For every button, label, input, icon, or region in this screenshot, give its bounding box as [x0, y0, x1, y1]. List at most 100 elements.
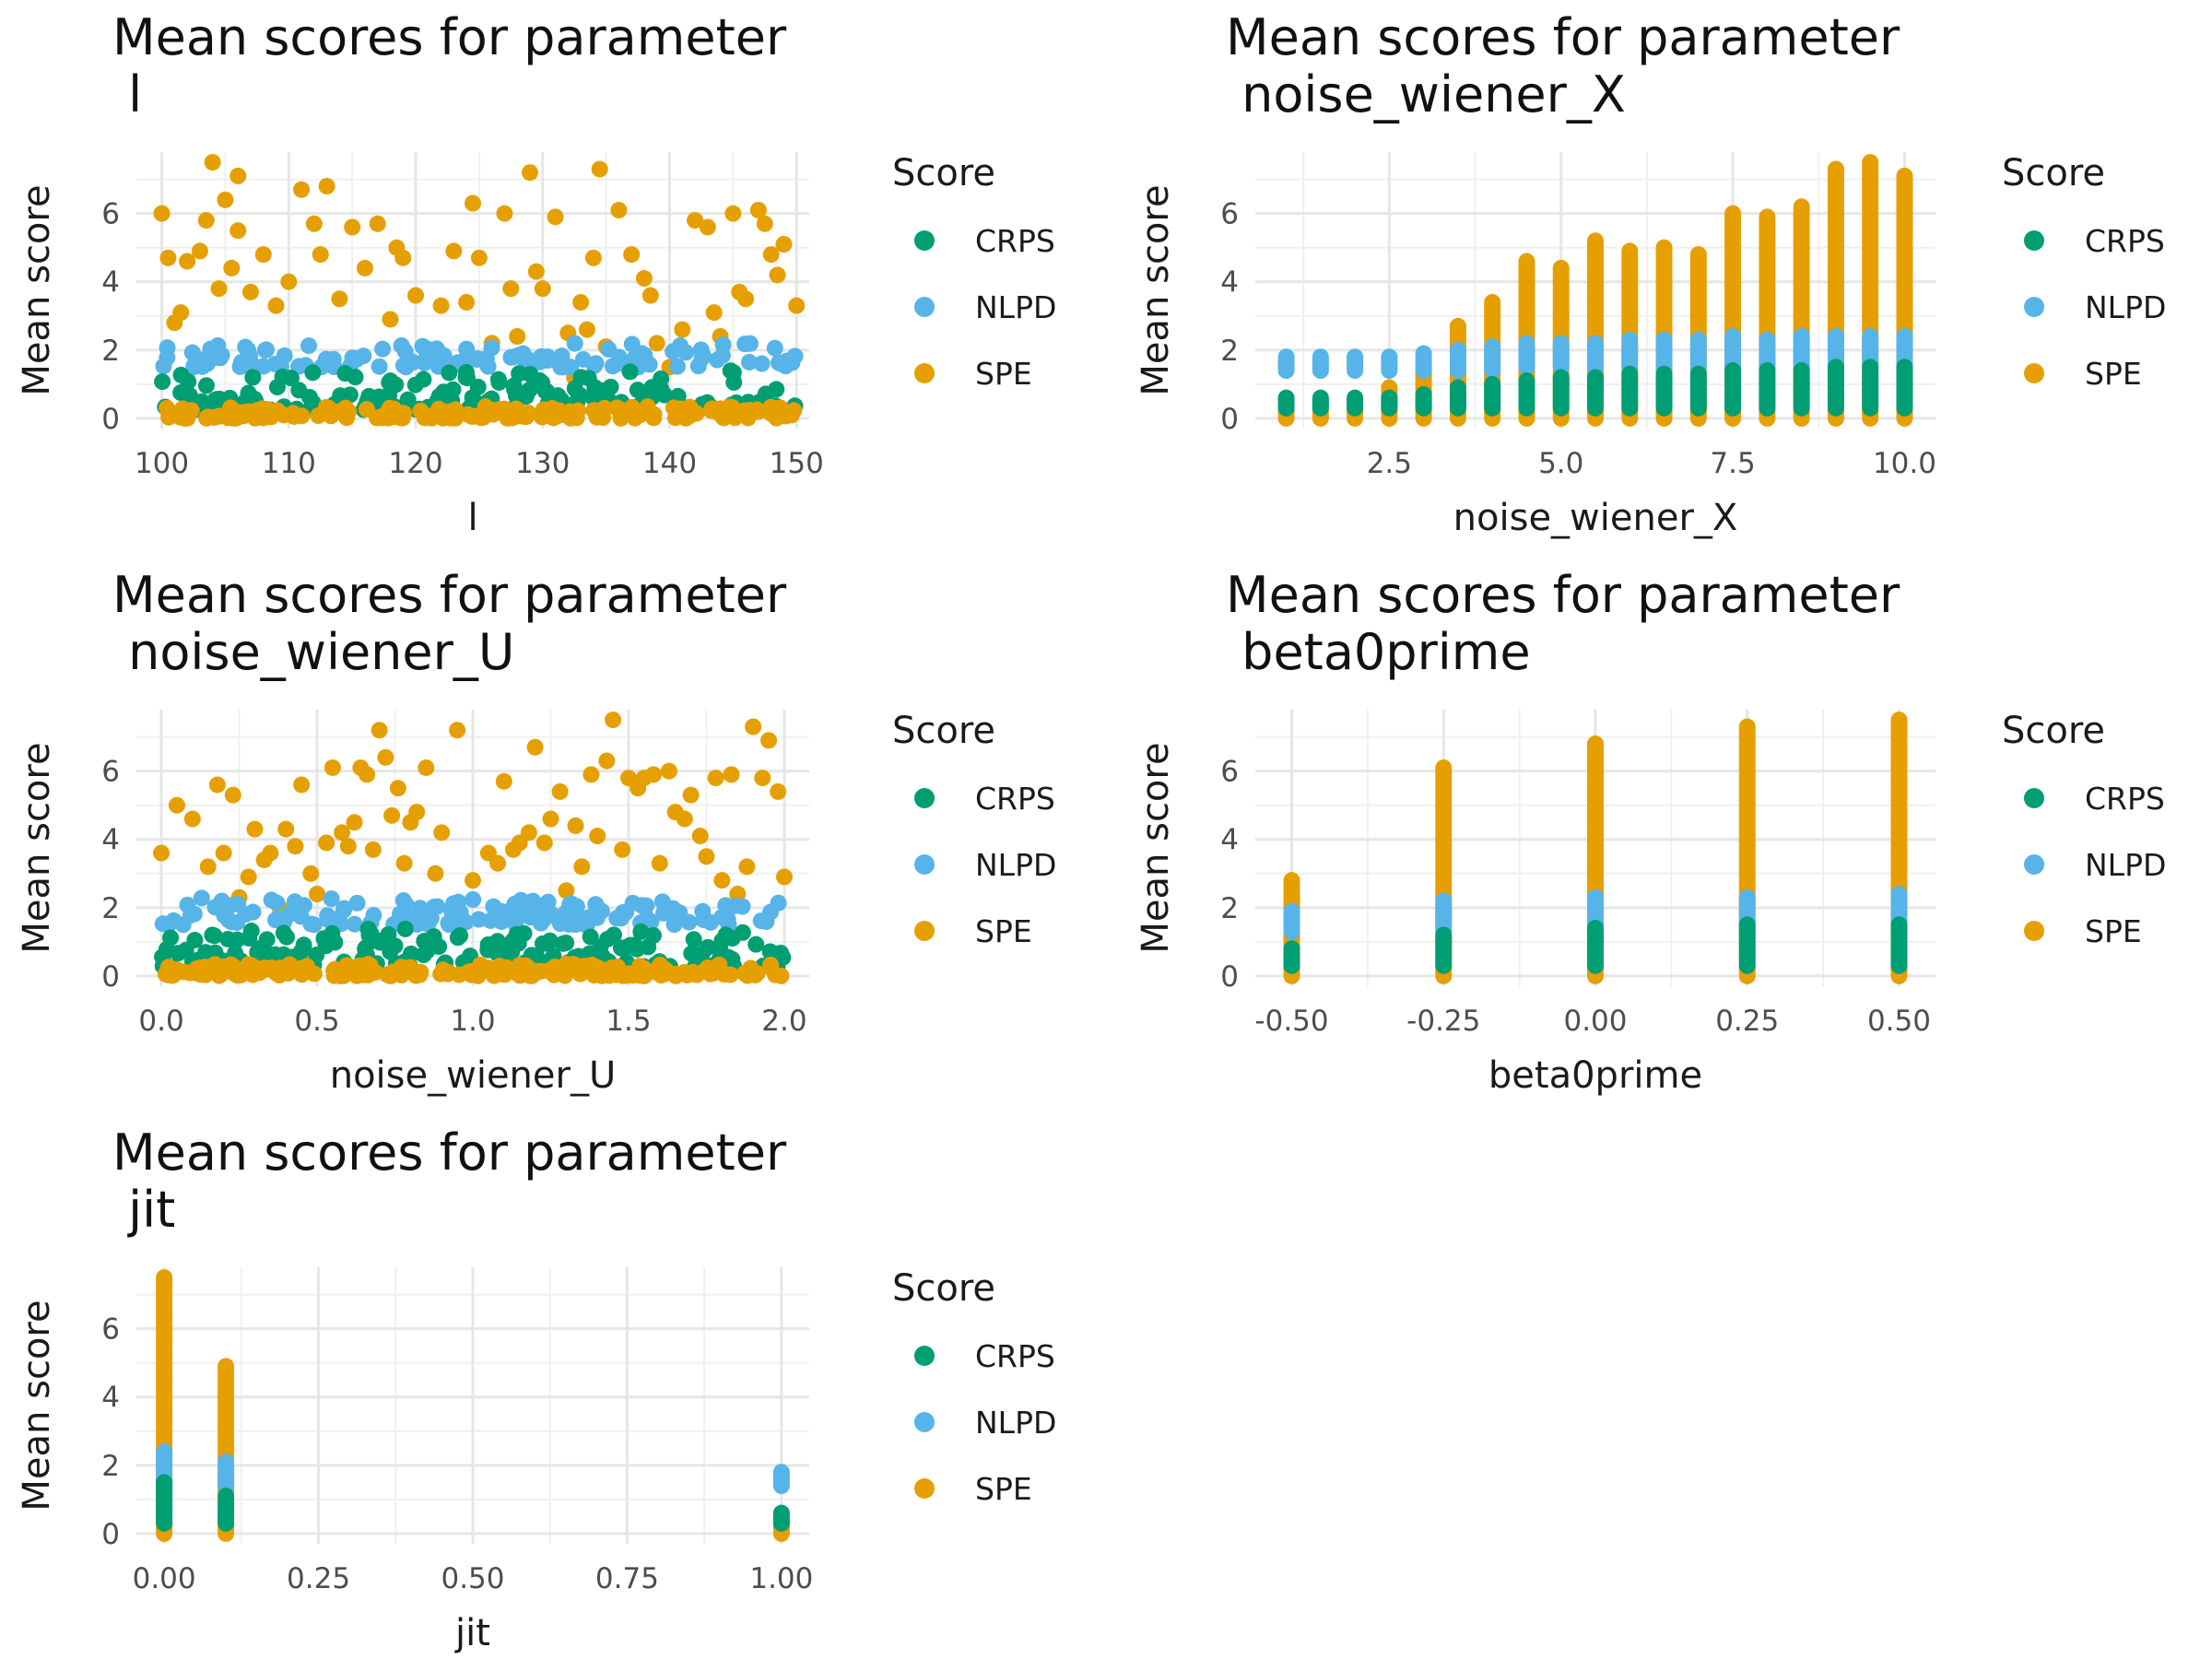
data-point: [229, 167, 247, 184]
data-point: [458, 370, 476, 387]
data-point: [687, 212, 704, 229]
data-point: [496, 205, 513, 222]
data-point: [180, 373, 197, 391]
data-point: [737, 290, 755, 308]
data-point: [691, 828, 709, 845]
legend-item-crps: CRPS: [892, 1323, 1056, 1389]
data-point: [641, 356, 658, 373]
data-point: [741, 335, 759, 352]
data-point: [610, 348, 628, 366]
data-point: [762, 246, 780, 264]
data-point: [246, 409, 264, 427]
data-point: [197, 212, 215, 229]
data-point: [417, 406, 434, 424]
data-point: [1793, 328, 1810, 345]
data-point: [754, 770, 771, 787]
data-point: [319, 911, 336, 928]
data-point: [1449, 379, 1466, 396]
data-point: [770, 894, 787, 912]
y-tick-label: 4: [101, 1382, 120, 1415]
data-point: [510, 935, 527, 952]
legend-title: Score: [892, 1267, 996, 1310]
data-point: [644, 926, 662, 944]
legend-item-nlpd: NLPD: [892, 274, 1056, 340]
data-point: [182, 907, 199, 924]
data-point: [598, 752, 616, 770]
data-point: [305, 215, 323, 232]
data-point: [638, 897, 655, 914]
data-point: [324, 933, 342, 950]
data-point: [685, 931, 702, 948]
data-point: [518, 407, 535, 425]
data-point: [222, 897, 240, 914]
data-point: [574, 350, 592, 368]
legend-dot-icon: [2024, 363, 2044, 383]
legend-item-spe: SPE: [892, 1455, 1056, 1522]
data-point: [1689, 331, 1707, 348]
data-point: [587, 355, 605, 372]
data-point: [671, 904, 688, 922]
data-point: [705, 304, 723, 322]
data-point: [722, 362, 739, 380]
data-point: [605, 926, 622, 944]
data-point: [348, 894, 366, 912]
data-point: [717, 903, 735, 921]
data-point: [1827, 359, 1844, 376]
legend-label: CRPS: [975, 222, 1055, 259]
data-point: [459, 406, 477, 423]
data-point: [591, 160, 608, 178]
data-point: [694, 902, 712, 920]
panel-title-l: Mean scores for parameter l: [112, 8, 787, 124]
data-point: [396, 920, 414, 937]
data-point: [648, 335, 665, 352]
data-point: [1827, 160, 1844, 178]
x-tick-label: 7.5: [1710, 447, 1755, 480]
data-point: [275, 924, 292, 942]
legend-label: NLPD: [975, 288, 1057, 325]
y-tick-label: 4: [1220, 266, 1239, 300]
data-point: [1689, 365, 1707, 382]
data-point: [425, 899, 442, 916]
data-point: [162, 929, 180, 947]
data-point: [1862, 359, 1879, 376]
data-point: [219, 930, 237, 947]
data-point: [172, 304, 190, 322]
data-point: [683, 945, 700, 962]
data-point: [386, 937, 404, 955]
data-point: [555, 935, 572, 952]
data-point: [458, 340, 476, 358]
data-point: [441, 915, 458, 933]
data-point: [527, 263, 545, 280]
data-point: [441, 364, 458, 382]
data-point: [700, 938, 717, 956]
data-point: [179, 253, 196, 270]
x-tick-label: 140: [642, 447, 697, 480]
data-point: [602, 378, 619, 395]
data-point: [344, 218, 361, 236]
data-point: [295, 897, 312, 914]
data-point: [635, 270, 653, 288]
data-point: [653, 370, 670, 387]
y-tick-label: 4: [101, 266, 120, 300]
data-point: [156, 1474, 173, 1491]
data-point: [756, 215, 773, 232]
legend-l: Score CRPS NLPD SPE: [892, 152, 1056, 406]
data-point: [777, 407, 794, 425]
data-point: [383, 806, 401, 824]
data-point: [336, 365, 354, 382]
data-point: [724, 950, 741, 968]
legend-label: NLPD: [2085, 288, 2167, 325]
data-point: [339, 838, 357, 855]
data-point: [761, 943, 779, 960]
data-point: [189, 350, 206, 368]
data-point: [713, 872, 731, 889]
data-point: [377, 748, 394, 766]
data-point: [770, 782, 787, 800]
data-point: [514, 349, 532, 367]
data-point: [318, 178, 335, 195]
data-point: [488, 935, 506, 952]
data-point: [365, 907, 382, 924]
data-point: [416, 933, 433, 950]
data-point: [520, 824, 537, 841]
data-point: [418, 759, 435, 776]
